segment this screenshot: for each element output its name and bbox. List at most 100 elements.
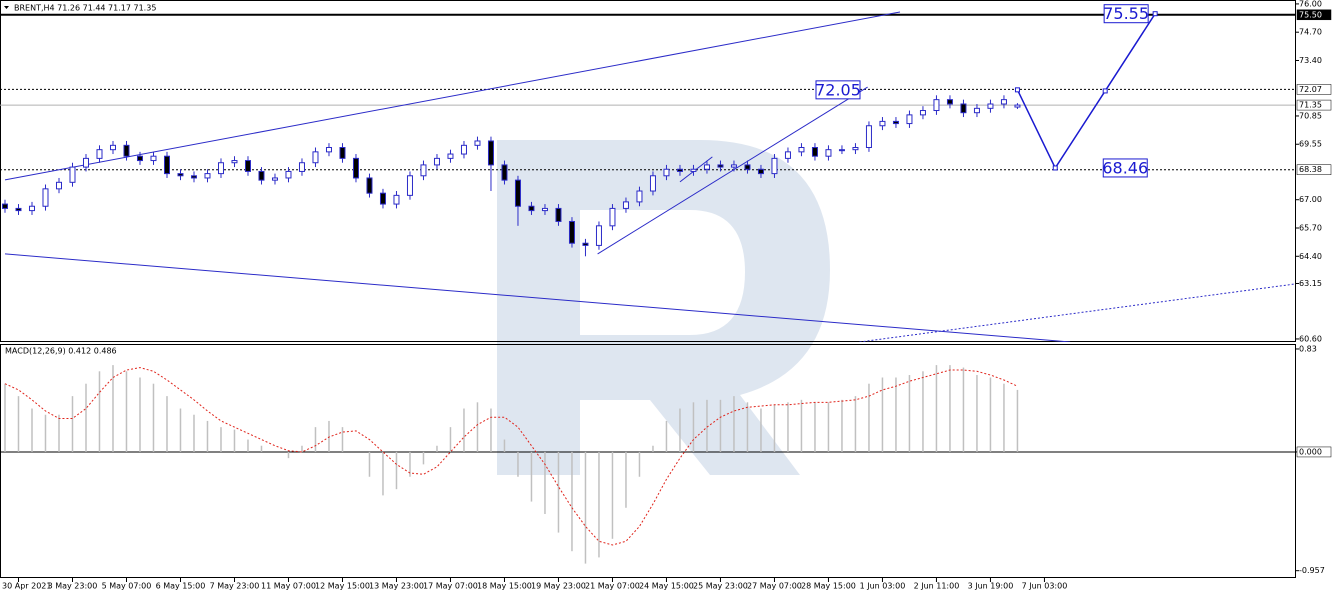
trend-line <box>4 253 1071 342</box>
level-label: 68.38 <box>1299 165 1322 174</box>
zero-label-box <box>1296 446 1332 458</box>
y-tick-label: 69.55 <box>1299 140 1322 149</box>
candle-body <box>987 103 994 109</box>
x-tick-label: 1 Jun 03:00 <box>860 582 906 591</box>
candle-body <box>676 168 683 172</box>
candle-body <box>1014 104 1021 108</box>
y-tick-label: 70.85 <box>1299 111 1322 120</box>
trend-line <box>4 11 901 181</box>
x-tick-label: 13 May 23:00 <box>369 582 424 591</box>
candle-body <box>933 99 940 112</box>
level-label: 72.07 <box>1299 85 1322 94</box>
candle-body <box>555 207 562 222</box>
candle-body <box>433 157 440 166</box>
candle-body <box>892 120 899 125</box>
x-tick-label: 25 May 23:00 <box>693 582 748 591</box>
candle-body <box>852 147 859 151</box>
candle-body <box>906 114 913 125</box>
candle-body <box>474 140 481 146</box>
candle-body <box>1 203 8 209</box>
candle-body <box>298 162 305 172</box>
forecast-line <box>1016 13 1156 170</box>
y-tick-label: 73.40 <box>1299 56 1322 65</box>
candle-body <box>487 140 494 166</box>
level-label: 75.50 <box>1299 10 1322 19</box>
target-box <box>815 80 861 100</box>
candle-body <box>636 190 643 203</box>
candle-body <box>231 160 238 164</box>
x-tick-label: 11 May 07:00 <box>261 582 316 591</box>
x-tick-label: 27 May 07:00 <box>747 582 802 591</box>
candle-body <box>879 120 886 127</box>
price-frame <box>0 0 1296 342</box>
candle-body <box>784 151 791 159</box>
x-tick-label: 3 May 23:00 <box>48 582 98 591</box>
candle-body <box>960 103 967 114</box>
level-label-box <box>1296 9 1332 21</box>
candle-body <box>838 149 845 152</box>
candle-body <box>123 144 130 157</box>
x-tick-label: 21 May 07:00 <box>585 582 640 591</box>
candle-body <box>609 207 616 227</box>
candle-body <box>15 207 22 212</box>
candle-body <box>730 164 737 168</box>
candle-body <box>312 151 319 164</box>
watermark <box>497 140 830 475</box>
chart-title: BRENT,H4 71.26 71.44 71.17 71.35 <box>14 4 156 13</box>
candle-body <box>204 173 211 179</box>
candle-body <box>109 144 116 151</box>
trend-line <box>597 86 868 255</box>
candle-body <box>703 164 710 170</box>
x-tick-label: 17 May 07:00 <box>423 582 478 591</box>
x-tick-label: 7 Jun 03:00 <box>1022 582 1068 591</box>
forecast-vertex <box>1014 87 1020 93</box>
candle-body <box>568 220 575 244</box>
x-tick-label: 3 Jun 19:00 <box>968 582 1014 591</box>
candle-body <box>339 147 346 159</box>
target-label: 68.46 <box>1102 158 1148 177</box>
x-tick-label: 18 May 15:00 <box>477 582 532 591</box>
candle-body <box>811 147 818 157</box>
candle-body <box>285 170 292 179</box>
candle-body <box>690 168 697 172</box>
x-tick-label: 28 May 15:00 <box>801 582 856 591</box>
candle-body <box>622 201 629 209</box>
candle-body <box>258 170 265 181</box>
candle-body <box>595 225 602 246</box>
candle-body <box>352 157 359 179</box>
candle-body <box>190 175 197 179</box>
candle-body <box>82 157 89 168</box>
macd-frame <box>0 344 1296 578</box>
x-tick-label: 12 May 15:00 <box>315 582 370 591</box>
price-plot <box>0 11 1295 342</box>
x-tick-label: 6 May 15:00 <box>156 582 206 591</box>
macd-title: MACD(12,26,9) 0.412 0.486 <box>5 347 117 356</box>
candle-body <box>406 175 413 196</box>
y-tick-label: 63.15 <box>1299 279 1322 288</box>
candle-body <box>325 147 332 153</box>
candle-body <box>919 110 926 116</box>
candle-body <box>946 99 953 105</box>
candle-body <box>514 179 521 207</box>
candle-body <box>973 107 980 114</box>
candle-body <box>771 157 778 175</box>
candle-body <box>69 166 76 183</box>
candle-body <box>663 168 670 177</box>
candle-body <box>366 177 373 194</box>
y-tick-label: 0.83 <box>1299 344 1317 353</box>
level-label-box <box>1296 164 1332 175</box>
level-label-box <box>1296 84 1332 95</box>
candle-body <box>393 194 400 205</box>
candle-body <box>271 177 278 181</box>
x-tick-label: 30 Apr 2021 <box>2 582 51 591</box>
y-tick-label: -0.957 <box>1299 566 1325 575</box>
x-tick-label: 2 Jun 11:00 <box>914 582 960 591</box>
candle-body <box>28 205 35 212</box>
candle-body <box>150 155 157 162</box>
x-tick-label: 19 May 23:00 <box>531 582 586 591</box>
forecast-vertex <box>1152 11 1158 17</box>
candle-body <box>582 242 589 246</box>
candle-body <box>420 164 427 177</box>
target-box <box>1103 4 1149 24</box>
candle-body <box>717 164 724 168</box>
